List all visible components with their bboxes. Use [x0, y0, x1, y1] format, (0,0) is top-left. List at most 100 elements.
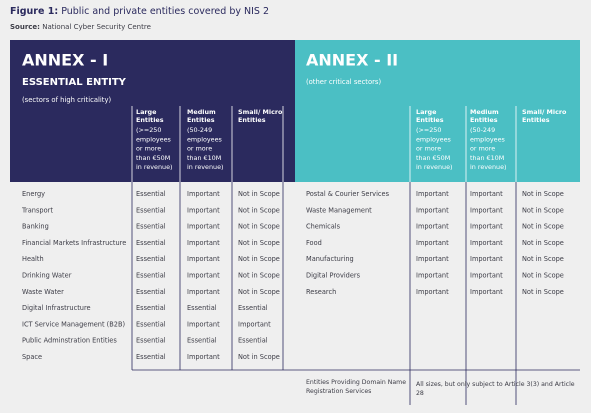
sector-name: Financial Markets Infrastructure: [22, 239, 126, 247]
scope-cell: Important: [187, 239, 220, 247]
column-detail: than €50M: [416, 154, 450, 162]
column-detail: employees: [187, 135, 223, 143]
column-name: Entities: [522, 116, 550, 124]
source: Source: National Cyber Security Centre: [10, 23, 151, 31]
column-name: Entities: [187, 116, 215, 124]
scope-cell: Important: [187, 272, 220, 280]
column-detail: (>=250: [416, 126, 441, 134]
column-detail: than €10M: [470, 154, 504, 162]
scope-cell: Important: [187, 353, 220, 361]
sector-name: Waste Water: [22, 288, 64, 296]
column-detail: than €10M: [187, 154, 221, 162]
footer-note: All sizes, but only subject to Article 3…: [416, 381, 575, 388]
column-detail: employees: [470, 135, 506, 143]
scope-cell: Not in Scope: [522, 255, 564, 263]
sector-name: Chemicals: [306, 223, 341, 231]
title-text: Public and private entities covered by N…: [61, 6, 269, 17]
scope-cell: Important: [416, 206, 449, 214]
figure-label: Figure 1:: [10, 6, 58, 17]
scope-cell: Not in Scope: [522, 288, 564, 296]
scope-cell: Essential: [136, 239, 166, 247]
scope-cell: Important: [416, 239, 449, 247]
scope-cell: Important: [187, 255, 220, 263]
column-detail: in revenue): [187, 163, 224, 171]
scope-cell: Important: [470, 223, 503, 231]
scope-cell: Essential: [136, 206, 166, 214]
sector-name: Postal & Courier Services: [306, 190, 390, 198]
column-detail: in revenue): [136, 163, 173, 171]
scope-cell: Important: [470, 272, 503, 280]
column-detail: or more: [136, 145, 161, 153]
column-detail: in revenue): [416, 163, 453, 171]
scope-cell: Essential: [187, 337, 217, 345]
scope-cell: Not in Scope: [522, 206, 564, 214]
scope-cell: Not in Scope: [238, 288, 280, 296]
column-name: Entities: [136, 116, 164, 124]
annex2-note: (other critical sectors): [306, 78, 381, 86]
scope-cell: Essential: [238, 337, 268, 345]
sector-name: Waste Management: [306, 206, 372, 214]
annex2-title: ANNEX - II: [306, 51, 398, 70]
sector-name: Food: [306, 239, 322, 247]
column-detail: in revenue): [470, 163, 507, 171]
column-detail: (50-249: [470, 126, 495, 134]
scope-cell: Not in Scope: [522, 190, 564, 198]
scope-cell: Important: [187, 223, 220, 231]
column-detail: or more: [187, 145, 212, 153]
sector-name: Banking: [22, 223, 49, 231]
scope-cell: Not in Scope: [522, 239, 564, 247]
scope-cell: Not in Scope: [238, 272, 280, 280]
scope-cell: Important: [416, 255, 449, 263]
scope-cell: Essential: [136, 288, 166, 296]
scope-cell: Essential: [136, 223, 166, 231]
sector-name: Drinking Water: [22, 272, 72, 280]
scope-cell: Essential: [136, 337, 166, 345]
scope-cell: Essential: [136, 190, 166, 198]
column-detail: employees: [416, 135, 452, 143]
scope-cell: Essential: [136, 255, 166, 263]
column-detail: (50-249: [187, 126, 212, 134]
scope-cell: Important: [416, 223, 449, 231]
footer-sector: Registration Services: [306, 388, 371, 395]
scope-cell: Important: [416, 288, 449, 296]
scope-cell: Important: [470, 255, 503, 263]
scope-cell: Essential: [136, 353, 166, 361]
column-name: Small/ Micro: [522, 108, 567, 116]
scope-cell: Not in Scope: [238, 255, 280, 263]
scope-cell: Important: [416, 190, 449, 198]
column-detail: or more: [470, 145, 495, 153]
scope-cell: Essential: [136, 272, 166, 280]
annex1-subtitle: ESSENTIAL ENTITY: [22, 77, 127, 88]
scope-cell: Important: [187, 320, 220, 328]
scope-cell: Not in Scope: [522, 272, 564, 280]
scope-cell: Not in Scope: [238, 190, 280, 198]
column-detail: employees: [136, 135, 172, 143]
source-text: National Cyber Security Centre: [42, 23, 151, 31]
column-name: Medium: [187, 108, 216, 116]
annex1-note: (sectors of high criticality): [22, 96, 111, 104]
sector-name: Research: [306, 288, 336, 296]
column-name: Small/ Micro: [238, 108, 283, 116]
column-name: Entities: [416, 116, 444, 124]
scope-cell: Not in Scope: [238, 206, 280, 214]
sector-name: Digital Infrastructure: [22, 304, 91, 312]
scope-cell: Essential: [187, 304, 217, 312]
annex1-title: ANNEX - I: [22, 51, 108, 70]
footer-note: 28: [416, 390, 424, 397]
scope-cell: Not in Scope: [238, 353, 280, 361]
sector-name: Digital Providers: [306, 272, 361, 280]
sector-name: Public Adminstration Entities: [22, 337, 117, 345]
footer-sector: Entities Providing Domain Name: [306, 379, 406, 386]
scope-cell: Essential: [136, 320, 166, 328]
sector-name: Manufacturing: [306, 255, 354, 263]
scope-cell: Important: [470, 190, 503, 198]
sector-name: Transport: [21, 206, 53, 214]
column-name: Entities: [238, 116, 266, 124]
scope-cell: Essential: [238, 304, 268, 312]
column-detail: or more: [416, 145, 441, 153]
scope-cell: Not in Scope: [238, 239, 280, 247]
scope-cell: Essential: [136, 304, 166, 312]
scope-cell: Important: [187, 190, 220, 198]
column-detail: than €50M: [136, 154, 170, 162]
